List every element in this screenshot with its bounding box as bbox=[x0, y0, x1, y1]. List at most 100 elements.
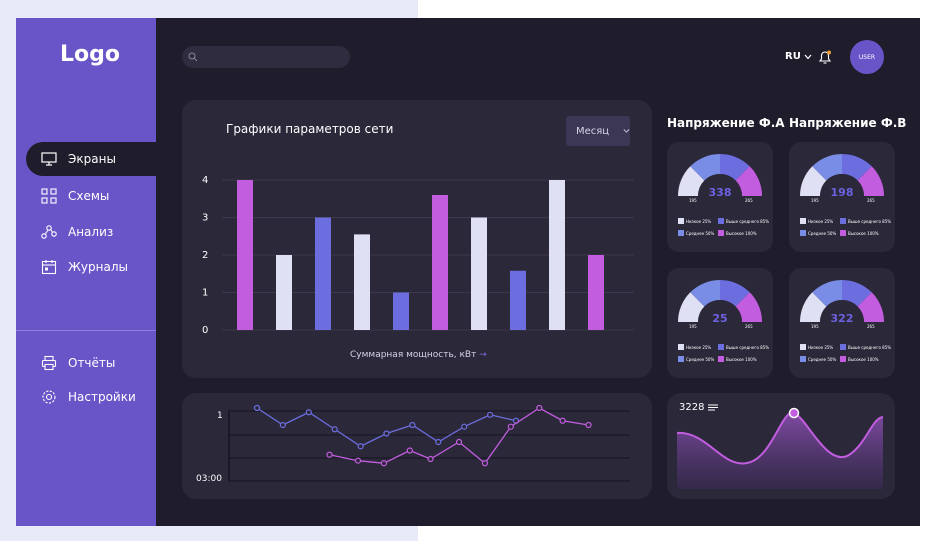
legend-label: Низкое 25% bbox=[808, 344, 834, 350]
gauge-value: 25 bbox=[712, 312, 728, 325]
sidebar-item-label: Журналы bbox=[68, 260, 128, 274]
schema-icon bbox=[40, 187, 58, 205]
language-selector[interactable]: RU bbox=[785, 51, 812, 62]
y-tick-label: 2 bbox=[202, 250, 208, 261]
printer-icon bbox=[40, 354, 58, 372]
legend-label: Среднее 50% bbox=[686, 356, 715, 362]
gauge-segment bbox=[735, 166, 762, 196]
legend-label: Среднее 50% bbox=[686, 230, 715, 236]
data-point bbox=[357, 443, 364, 450]
y-tick-label: 4 bbox=[202, 175, 208, 186]
sidebar-item-label: Схемы bbox=[68, 189, 110, 203]
bar bbox=[510, 270, 526, 330]
gauge-card: 322 195 265 Низкое 25% Выше среднего 85% Сред… bbox=[789, 268, 895, 378]
data-point bbox=[461, 423, 468, 430]
sidebar: Logo Экраны Схемы Анализ Журналы bbox=[16, 18, 156, 526]
legend-label: Высокое 100% bbox=[726, 230, 757, 236]
gauge-segment bbox=[800, 292, 827, 322]
sidebar-item-label: Анализ bbox=[68, 225, 114, 239]
bar bbox=[354, 234, 370, 330]
dashboard-window: Logo Экраны Схемы Анализ Журналы bbox=[16, 18, 920, 526]
legend-swatch bbox=[678, 344, 684, 350]
bar bbox=[393, 292, 409, 330]
legend-label: Выше среднего 85% bbox=[848, 218, 892, 224]
chart-caption: Суммарная мощность, кВт → bbox=[350, 350, 487, 360]
legend-label: Среднее 50% bbox=[808, 356, 837, 362]
gauge-segment bbox=[812, 280, 842, 307]
bar bbox=[549, 180, 565, 330]
legend-swatch bbox=[718, 218, 724, 224]
legend-swatch bbox=[800, 230, 806, 236]
gauge-max: 265 bbox=[745, 198, 753, 203]
bar bbox=[588, 255, 604, 330]
bar bbox=[237, 180, 253, 330]
gauge-legend-item: Низкое 25% bbox=[800, 344, 833, 350]
gauge-card: 25 195 265 Низкое 25% Выше среднего 85% Средн… bbox=[667, 268, 773, 378]
gauge-min: 195 bbox=[689, 324, 697, 329]
data-point bbox=[331, 426, 338, 433]
legend-label: Выше среднего 85% bbox=[726, 344, 770, 350]
gauge-value: 322 bbox=[830, 312, 854, 325]
legend-swatch bbox=[718, 344, 724, 350]
area-chart bbox=[676, 407, 884, 489]
data-point bbox=[279, 421, 287, 429]
area-chart-card: 3228 bbox=[667, 393, 895, 499]
gauge-max: 265 bbox=[867, 324, 875, 329]
gauge-segment bbox=[735, 292, 762, 322]
data-point bbox=[507, 423, 514, 430]
menu-icon[interactable] bbox=[708, 404, 719, 411]
search-input[interactable] bbox=[182, 46, 350, 68]
sidebar-item-schemes[interactable]: Схемы bbox=[26, 179, 156, 213]
gauge-legend-item: Высокое 100% bbox=[718, 230, 757, 236]
language-label: RU bbox=[785, 51, 801, 62]
sidebar-item-analysis[interactable]: Анализ bbox=[26, 215, 156, 249]
journal-icon bbox=[40, 258, 58, 276]
area-value-text: 3228 bbox=[679, 402, 705, 413]
legend-label: Выше среднего 85% bbox=[848, 344, 892, 350]
data-point bbox=[354, 457, 362, 464]
data-point bbox=[305, 409, 312, 416]
legend-label: Высокое 100% bbox=[726, 356, 757, 362]
legend-label: Низкое 25% bbox=[808, 218, 834, 224]
legend-label: Выше среднего 85% bbox=[726, 218, 770, 224]
gauge-segment bbox=[690, 154, 720, 181]
gauge-hole bbox=[698, 174, 742, 200]
legend-swatch bbox=[800, 218, 806, 224]
search-icon bbox=[188, 52, 198, 62]
legend-swatch bbox=[840, 230, 846, 236]
gauge-segment bbox=[812, 154, 842, 181]
area-marker bbox=[788, 407, 800, 419]
gauge-title-phase-a: Напряжение Ф.A bbox=[667, 116, 785, 130]
gauge-card: 338 195 265 Низкое 25% Выше среднего 85% Сред… bbox=[667, 142, 773, 252]
data-point bbox=[585, 421, 592, 429]
gauge-segment bbox=[857, 166, 884, 196]
legend-swatch bbox=[800, 344, 806, 350]
gauge-segment bbox=[842, 154, 872, 181]
bar bbox=[471, 217, 487, 330]
avatar[interactable]: USER bbox=[850, 40, 884, 74]
gauge-legend-item: Выше среднего 85% bbox=[840, 218, 891, 224]
legend-swatch bbox=[678, 218, 684, 224]
legend-swatch bbox=[840, 218, 846, 224]
data-point bbox=[253, 404, 261, 412]
sidebar-divider bbox=[16, 330, 156, 331]
logo: Logo bbox=[60, 42, 120, 67]
legend-label: Высокое 100% bbox=[848, 230, 879, 236]
data-point bbox=[406, 447, 413, 454]
gauge-legend-item: Высокое 100% bbox=[840, 230, 879, 236]
series-line bbox=[256, 407, 517, 447]
gauge-hole bbox=[820, 174, 864, 200]
legend-label: Низкое 25% bbox=[686, 344, 712, 350]
notifications-button[interactable] bbox=[817, 49, 833, 69]
sidebar-item-settings[interactable]: Настройки bbox=[26, 380, 156, 414]
period-dropdown[interactable]: Месяц bbox=[566, 116, 630, 146]
data-point bbox=[435, 438, 442, 446]
data-point bbox=[487, 411, 494, 418]
sidebar-item-journals[interactable]: Журналы bbox=[26, 250, 156, 284]
gauge-arc bbox=[800, 280, 884, 326]
gauge-card: 198 195 265 Низкое 25% Выше среднего 85% Сред… bbox=[789, 142, 895, 252]
bar bbox=[315, 217, 331, 330]
sidebar-item-screens[interactable]: Экраны bbox=[26, 142, 156, 176]
data-point bbox=[455, 438, 463, 446]
sidebar-item-reports[interactable]: Отчёты bbox=[26, 346, 156, 380]
